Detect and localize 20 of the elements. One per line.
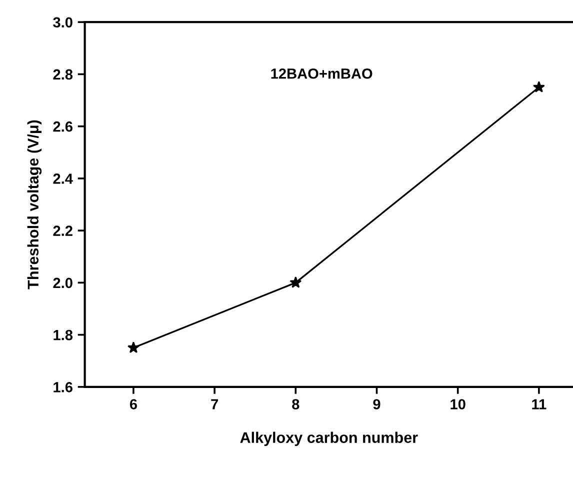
x-tick-label: 10 <box>450 399 466 410</box>
y-tick-label: 2.0 <box>53 278 72 288</box>
x-tick-label: 11 <box>532 399 546 410</box>
point <box>290 276 302 288</box>
point <box>532 80 545 92</box>
x-axis-title: Alkyloxy carbon number <box>240 432 418 446</box>
x-tick-label: 8 <box>292 399 300 410</box>
point <box>127 342 140 354</box>
x-tick-label: 7 <box>211 399 218 410</box>
y-tick-label: 2.4 <box>53 174 73 184</box>
y-tick-label: 3.0 <box>53 17 72 28</box>
y-tick-label: 1.8 <box>54 330 73 340</box>
y-tick-label: 1.6 <box>54 382 72 392</box>
x-tick-label: 6 <box>130 399 137 410</box>
y-tick-label: 2.8 <box>53 69 73 80</box>
y-tick-label: 2.6 <box>53 121 72 132</box>
y-tick-label: 2.2 <box>53 226 72 236</box>
annotation: 12BAO+mBAO <box>271 68 372 79</box>
x-tick-label: 9 <box>373 399 380 410</box>
y-axis-title: Threshold voltage (V/μ) <box>27 120 42 290</box>
